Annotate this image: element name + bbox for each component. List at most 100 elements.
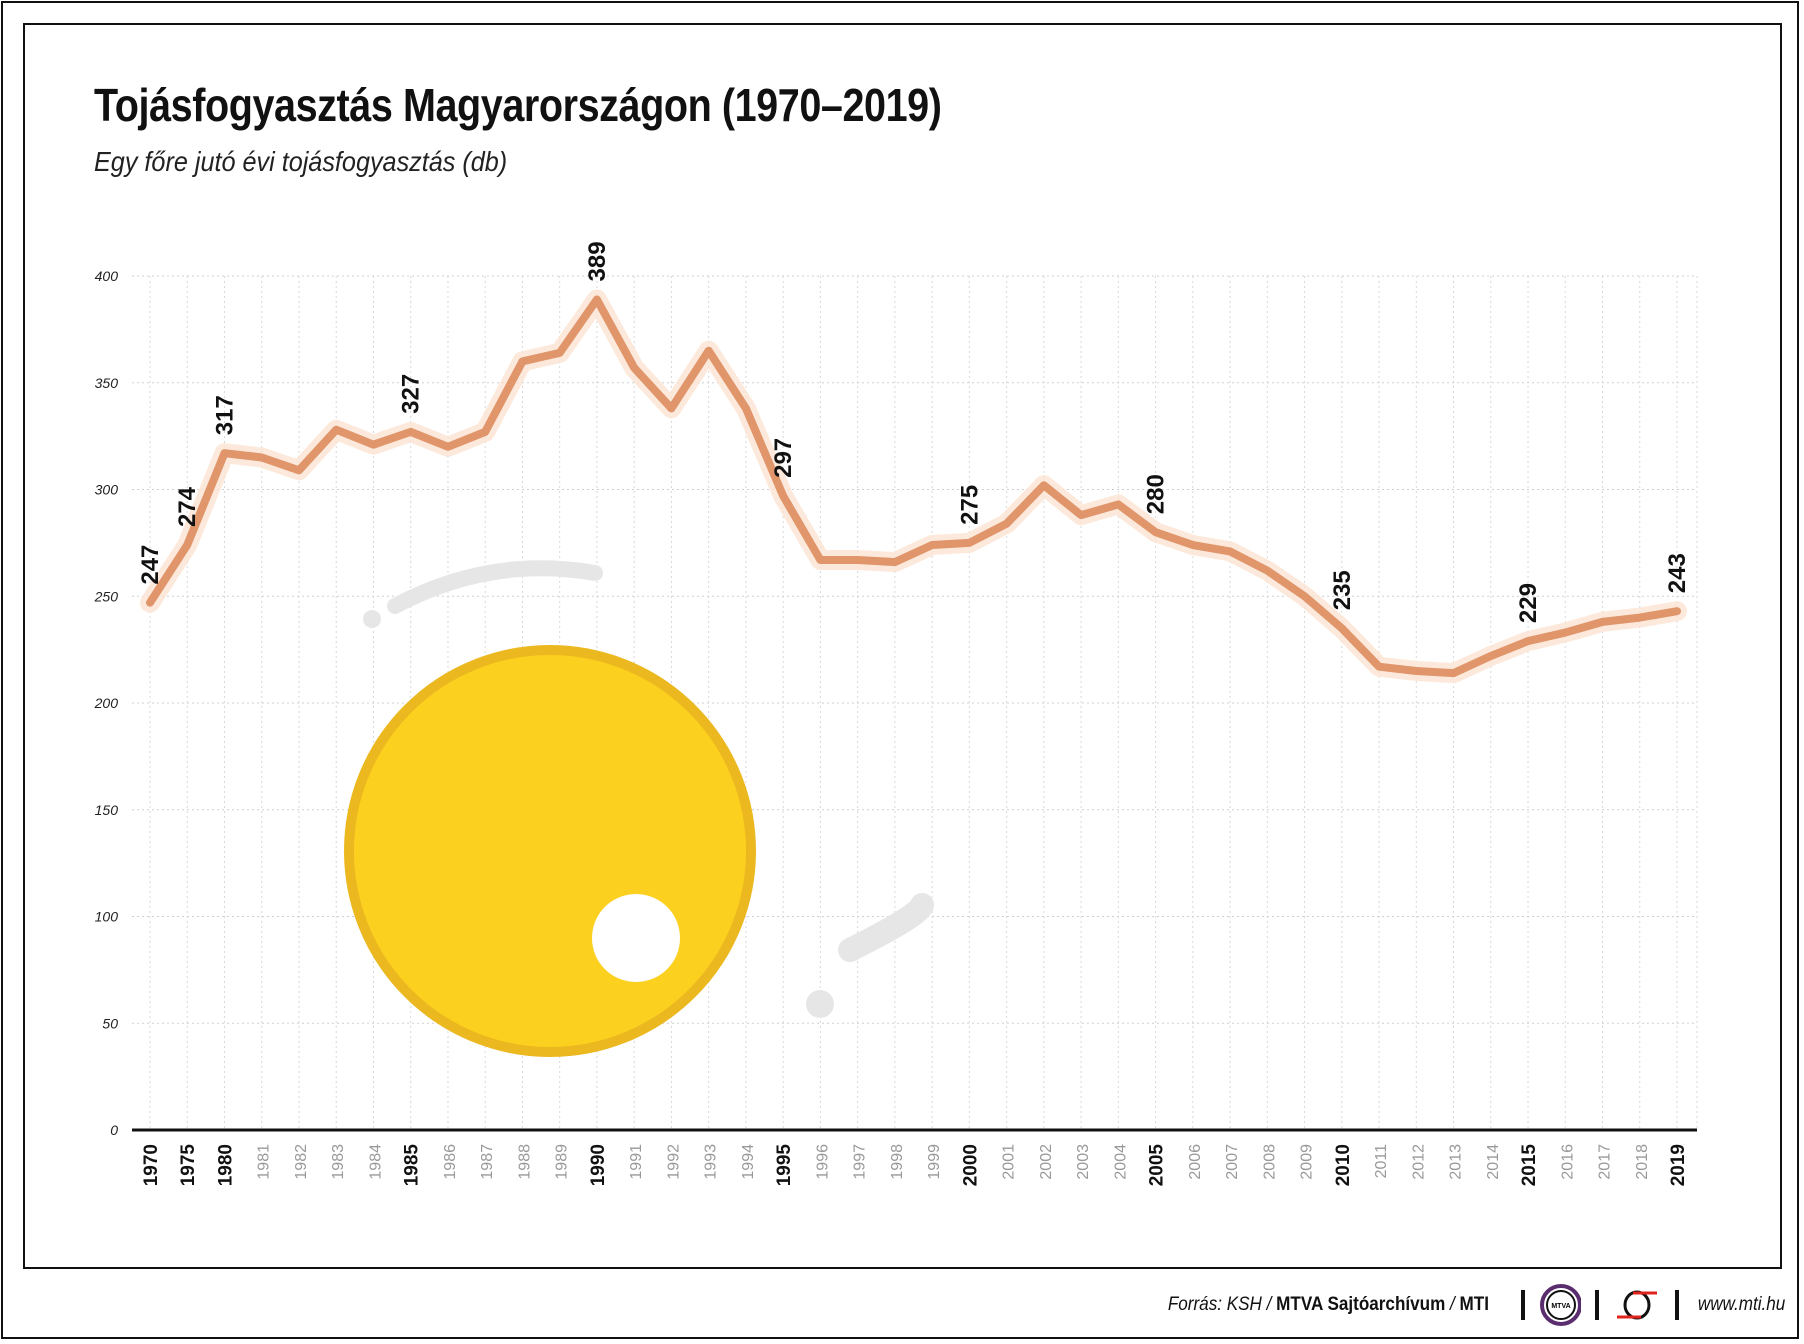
- x-tick-label: 2009: [1299, 1144, 1316, 1180]
- data-label: 297: [770, 438, 797, 478]
- data-label: 327: [398, 374, 425, 414]
- source-prefix: Forrás: KSH /: [1167, 1294, 1272, 1315]
- data-point: [1005, 522, 1008, 525]
- x-tick-label: 2003: [1075, 1144, 1092, 1180]
- x-tick-label: 2014: [1485, 1144, 1502, 1180]
- data-point: [260, 456, 263, 459]
- data-point: [223, 452, 226, 455]
- x-tick-label: 2001: [1001, 1144, 1018, 1180]
- x-tick-label: 1981: [256, 1144, 273, 1180]
- data-label: 274: [174, 486, 201, 527]
- y-tick-label: 50: [102, 1015, 118, 1031]
- x-tick-label: 2000: [960, 1144, 981, 1186]
- decor-dot: [363, 610, 381, 628]
- source-mti: MTI: [1459, 1294, 1490, 1315]
- x-tick-label: 1991: [628, 1144, 645, 1180]
- x-tick-label: 2019: [1668, 1144, 1689, 1186]
- data-point: [409, 430, 412, 433]
- x-tick-label: 2017: [1597, 1144, 1614, 1180]
- data-point: [335, 428, 338, 431]
- data-point: [856, 558, 859, 561]
- data-label: 243: [1664, 553, 1691, 593]
- data-label: 317: [211, 395, 238, 435]
- x-tick-label: 1984: [367, 1144, 384, 1180]
- x-tick-label: 2015: [1519, 1144, 1540, 1187]
- x-tick-label: 2010: [1333, 1144, 1354, 1186]
- y-tick-label: 400: [95, 268, 119, 284]
- data-point: [1564, 631, 1567, 634]
- x-tick-label: 1990: [588, 1144, 609, 1186]
- y-tick-label: 100: [95, 909, 119, 925]
- x-tick-label: 2008: [1261, 1144, 1278, 1180]
- data-point: [595, 298, 598, 301]
- x-tick-label: 2002: [1038, 1144, 1055, 1180]
- inner-frame: [23, 23, 1782, 1269]
- decor-dot: [806, 990, 834, 1018]
- x-tick-label: 2007: [1224, 1144, 1241, 1180]
- x-tick-label: 1989: [554, 1144, 571, 1180]
- y-tick-label: 350: [95, 375, 119, 391]
- website-link[interactable]: www.mti.hu: [1697, 1294, 1786, 1315]
- divider: [1520, 1290, 1525, 1320]
- data-point: [558, 351, 561, 354]
- data-point: [186, 544, 189, 547]
- x-tick-label: 2012: [1410, 1144, 1427, 1180]
- mti-logo-icon: [1616, 1290, 1657, 1320]
- data-point: [1303, 595, 1306, 598]
- source-archive: MTVA Sajtóarchívum: [1276, 1294, 1446, 1315]
- data-label: 235: [1329, 570, 1356, 610]
- data-point: [1117, 503, 1120, 506]
- x-tick-label: 2018: [1634, 1144, 1651, 1180]
- svg-text:MTVA: MTVA: [1551, 1303, 1570, 1310]
- data-label: 275: [956, 485, 983, 525]
- divider: [1675, 1290, 1679, 1320]
- data-point: [297, 469, 300, 472]
- egg-yolk: [344, 645, 756, 1057]
- data-label: 280: [1143, 474, 1170, 514]
- data-point: [1378, 665, 1381, 668]
- data-point: [782, 494, 785, 497]
- data-point: [1638, 616, 1641, 619]
- y-tick-label: 200: [94, 695, 119, 711]
- data-point: [1154, 531, 1157, 534]
- y-tick-label: 250: [94, 588, 119, 604]
- x-tick-label: 1999: [926, 1144, 943, 1180]
- data-point: [484, 430, 487, 433]
- data-point: [1042, 484, 1045, 487]
- chart-subtitle: Egy főre jutó évi tojásfogyasztás (db): [94, 146, 508, 177]
- x-tick-label: 2016: [1559, 1144, 1576, 1180]
- chart-title: Tojásfogyasztás Magyarországon (1970–201…: [94, 79, 942, 131]
- x-tick-label: 2011: [1373, 1144, 1390, 1179]
- data-label: 229: [1515, 583, 1542, 623]
- data-point: [1080, 514, 1083, 517]
- data-point: [1229, 550, 1232, 553]
- source-text: Forrás: KSH / MTVA Sajtóarchívum / MTI: [1168, 1294, 1489, 1316]
- x-tick-label: 1997: [852, 1144, 869, 1180]
- data-point: [372, 443, 375, 446]
- x-tick-label: 1982: [293, 1144, 310, 1180]
- data-point: [893, 561, 896, 564]
- x-tick-label: 1970: [141, 1144, 162, 1186]
- y-tick-label: 0: [110, 1122, 118, 1138]
- x-tick-label: 1975: [178, 1144, 199, 1187]
- data-point: [1489, 655, 1492, 658]
- data-point: [521, 360, 524, 363]
- x-tick-label: 1983: [330, 1144, 347, 1180]
- x-tick-label: 2006: [1187, 1144, 1204, 1180]
- data-point: [1191, 544, 1194, 547]
- data-point: [1452, 672, 1455, 675]
- data-point: [1415, 669, 1418, 672]
- data-label: 247: [137, 545, 164, 585]
- footer: Forrás: KSH / MTVA Sajtóarchívum / MTI M…: [1150, 1282, 1790, 1328]
- x-tick-label: 2013: [1448, 1144, 1465, 1180]
- data-point: [968, 541, 971, 544]
- x-tick-label: 1992: [665, 1144, 682, 1180]
- y-tick-label: 150: [95, 802, 119, 818]
- data-point: [1527, 640, 1530, 643]
- data-point: [446, 445, 449, 448]
- divider: [1595, 1290, 1599, 1320]
- data-point: [1601, 620, 1604, 623]
- series-line: [146, 295, 1681, 678]
